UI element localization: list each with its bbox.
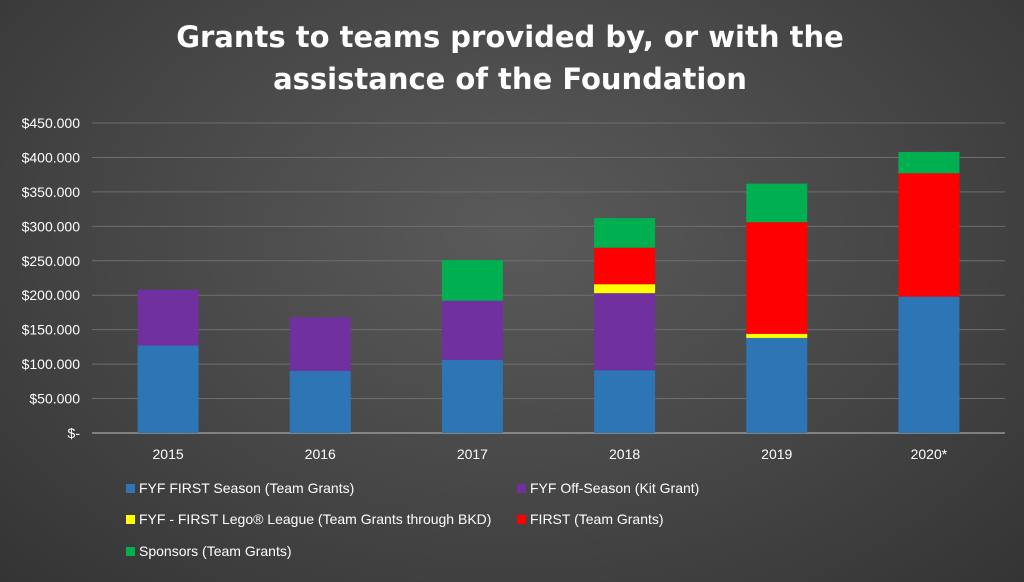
x-tick-label: 2019 <box>761 446 792 462</box>
bar-segment-2018-series-3 <box>594 247 656 285</box>
legend-swatch <box>126 547 135 556</box>
bar-segment-2015-series-0 <box>137 345 199 433</box>
y-tick-label: $50.000 <box>29 391 80 407</box>
bar-segment-2016-series-0 <box>289 371 351 433</box>
legend-label: FYF - FIRST Lego® League (Team Grants th… <box>139 511 491 527</box>
bar-segment-2018-series-0 <box>594 370 656 433</box>
bar-segment-2019-series-0 <box>746 337 808 433</box>
chart-title: Grants to teams provided by, or with the… <box>176 20 844 96</box>
x-tick-label: 2015 <box>153 446 184 462</box>
bar-segment-2018-series-4 <box>594 218 656 248</box>
y-tick-label: $400.000 <box>22 149 81 165</box>
bar-segment-2019-series-4 <box>746 183 808 223</box>
x-axis: 2015 2016 2017 2018 2019 2020* <box>153 446 948 462</box>
gridlines <box>92 122 1005 434</box>
chart-title-line-2: assistance of the Foundation <box>273 62 747 96</box>
legend-swatch <box>126 515 135 524</box>
legend-swatch <box>517 515 526 524</box>
legend-swatch <box>517 484 526 493</box>
y-tick-label: $150.000 <box>22 322 81 338</box>
legend-label: Sponsors (Team Grants) <box>139 543 292 559</box>
y-tick-label: $450.000 <box>22 115 81 131</box>
bar-segment-2016-series-1 <box>289 317 351 371</box>
bar-segment-2019-series-3 <box>746 222 808 334</box>
y-tick-label: $250.000 <box>22 253 81 269</box>
bar-segment-2020-series-0 <box>898 296 960 433</box>
y-tick-label: $- <box>68 425 81 441</box>
y-tick-label: $200.000 <box>22 287 81 303</box>
bar-segment-2019-series-2 <box>746 333 808 338</box>
x-tick-label: 2017 <box>457 446 488 462</box>
bar-segment-2018-series-2 <box>594 284 656 294</box>
y-tick-label: $350.000 <box>22 184 81 200</box>
x-tick-label: 2016 <box>305 446 336 462</box>
legend-label: FIRST (Team Grants) <box>530 511 664 527</box>
chart-title-line-1: Grants to teams provided by, or with the <box>176 20 844 54</box>
bar-segment-2017-series-4 <box>441 260 503 301</box>
legend-swatch <box>126 484 135 493</box>
x-tick-label: 2020* <box>911 446 948 462</box>
y-tick-label: $300.000 <box>22 218 81 234</box>
bar-segment-2017-series-1 <box>441 300 503 360</box>
bar-segment-2020-series-4 <box>898 151 960 174</box>
x-tick-label: 2018 <box>609 446 640 462</box>
bar-segment-2017-series-0 <box>441 359 503 433</box>
legend-label: FYF FIRST Season (Team Grants) <box>139 480 354 496</box>
y-axis: $450.000 $400.000 $350.000 $300.000 $250.000… <box>22 115 81 441</box>
legend-label: FYF Off-Season (Kit Grant) <box>530 480 699 496</box>
legend: FYF FIRST Season (Team Grants) FYF Off-Se… <box>126 480 699 559</box>
y-tick-label: $100.000 <box>22 356 81 372</box>
bar-segment-2020-series-3 <box>898 173 960 297</box>
bar-segment-2015-series-1 <box>137 289 199 346</box>
bar-segment-2018-series-1 <box>594 293 656 371</box>
bars <box>137 151 960 433</box>
